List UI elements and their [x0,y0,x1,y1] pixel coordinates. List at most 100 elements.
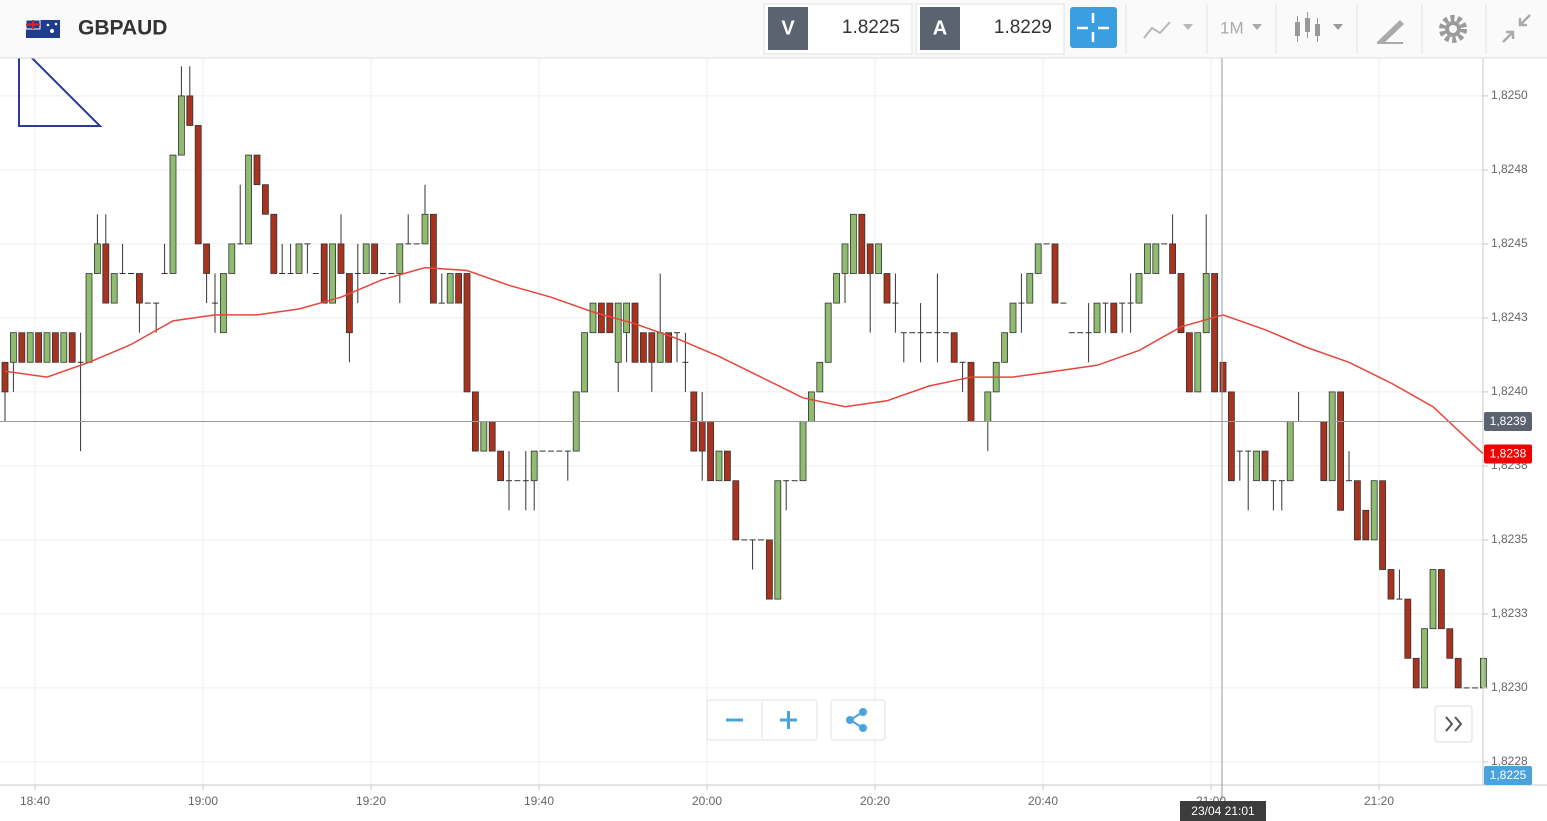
candle-body [530,450,538,482]
crosshair-button[interactable] [1070,7,1117,48]
candle-body [1228,391,1235,482]
y-tick-label: 1,8228 [1491,754,1528,768]
candle-body [984,391,992,422]
x-tick-label: 18:40 [20,794,50,808]
price-tag [1484,412,1532,431]
buy-label-box[interactable] [920,7,960,50]
bid-tag-label: 1,8225 [1490,768,1527,782]
candle-body [1093,302,1101,334]
candle-body [371,243,379,274]
candle-body [1144,243,1151,274]
candle-body [135,273,143,304]
candle-body [656,332,664,363]
price-tag-label: 1,8238 [1490,447,1527,461]
candle-body [766,539,773,600]
candle-body [455,273,463,304]
candle-body [35,332,42,363]
zoom-in[interactable] [780,711,797,729]
price-tag-label: 1,8239 [1490,414,1527,428]
candle-body [1152,243,1160,274]
candle-body [866,243,874,274]
plot [0,66,1487,689]
candle-body [950,332,958,363]
y-tick-label: 1,8245 [1491,236,1528,250]
share-icon [846,708,867,732]
sell-label[interactable]: V [781,17,795,39]
candle-body [219,273,227,334]
candle-body [631,302,639,363]
scroll-right-icon [1445,716,1463,732]
collapse-icon[interactable] [1502,14,1531,43]
candle-body [589,302,597,334]
candle-body [640,332,647,363]
flag [25,19,60,38]
candle-body [1202,273,1210,334]
candle-body [1169,243,1176,274]
candle-icon[interactable] [1295,12,1343,42]
candle-body [1404,598,1412,659]
candle-body [429,213,437,304]
candle-body [648,332,656,363]
candle-body [362,243,370,274]
draw-icon[interactable] [1377,20,1404,44]
candle-body [623,302,630,334]
candle-body [1261,450,1269,482]
candle-body [253,154,261,186]
candle-body [841,243,849,274]
candle-body [52,332,59,363]
drawing-triangle[interactable] [18,42,103,127]
candle-body [808,391,815,422]
candle-body [1354,480,1361,541]
chart-type-icon[interactable] [1143,21,1193,39]
candle-body [68,332,76,363]
crosshair-icon [1077,13,1109,42]
candle-body [488,421,496,452]
candle-body [1421,628,1428,689]
candle-body [875,243,882,274]
candle-body [480,421,488,452]
share-button[interactable] [830,699,886,741]
candle-body [665,332,672,363]
candle-body [824,302,832,363]
settings-icon[interactable] [1439,15,1467,43]
candle-body [85,273,93,363]
candle-body [724,450,731,482]
moving-average [4,266,1484,455]
candle-body [497,450,505,482]
candle-body [43,332,51,363]
y-tick-label: 1,8230 [1491,680,1528,694]
candle-body [967,361,975,422]
timeframe[interactable]: 1M [1220,18,1244,37]
candle-body [245,154,253,245]
y-tick-label: 1,8235 [1491,532,1528,546]
x-tick-label: 21:20 [1364,794,1394,808]
y-tick-label: 1,8250 [1491,88,1528,102]
x-tick-label: 19:20 [356,794,386,808]
candle-body [203,243,211,274]
candle-body [1009,302,1017,334]
candle-body [883,273,891,304]
candle-body [186,95,194,126]
buy-price[interactable]: 1.8229 [994,17,1052,38]
buy-label[interactable]: A [933,17,947,39]
candle-body [270,213,278,274]
sell-price[interactable]: 1.8225 [842,17,900,38]
candle-body [337,243,345,274]
candle-body [1051,243,1059,304]
scroll-right-button[interactable] [1434,705,1473,743]
candle-body [698,421,706,452]
candle-body [1110,302,1118,334]
candle-body [1253,450,1260,482]
candle-body [816,361,824,393]
timeframe-caret[interactable] [1252,24,1262,30]
sell-label-box[interactable] [768,7,808,50]
candle-body [858,213,866,274]
x-tick-label: 19:40 [524,794,554,808]
candle-body [1219,361,1227,393]
candle-body [261,184,269,215]
candle-body [1186,332,1193,393]
candle-body [320,243,328,304]
bid-tag [1484,766,1532,785]
candle-body [833,273,840,304]
candle-body [102,243,110,304]
